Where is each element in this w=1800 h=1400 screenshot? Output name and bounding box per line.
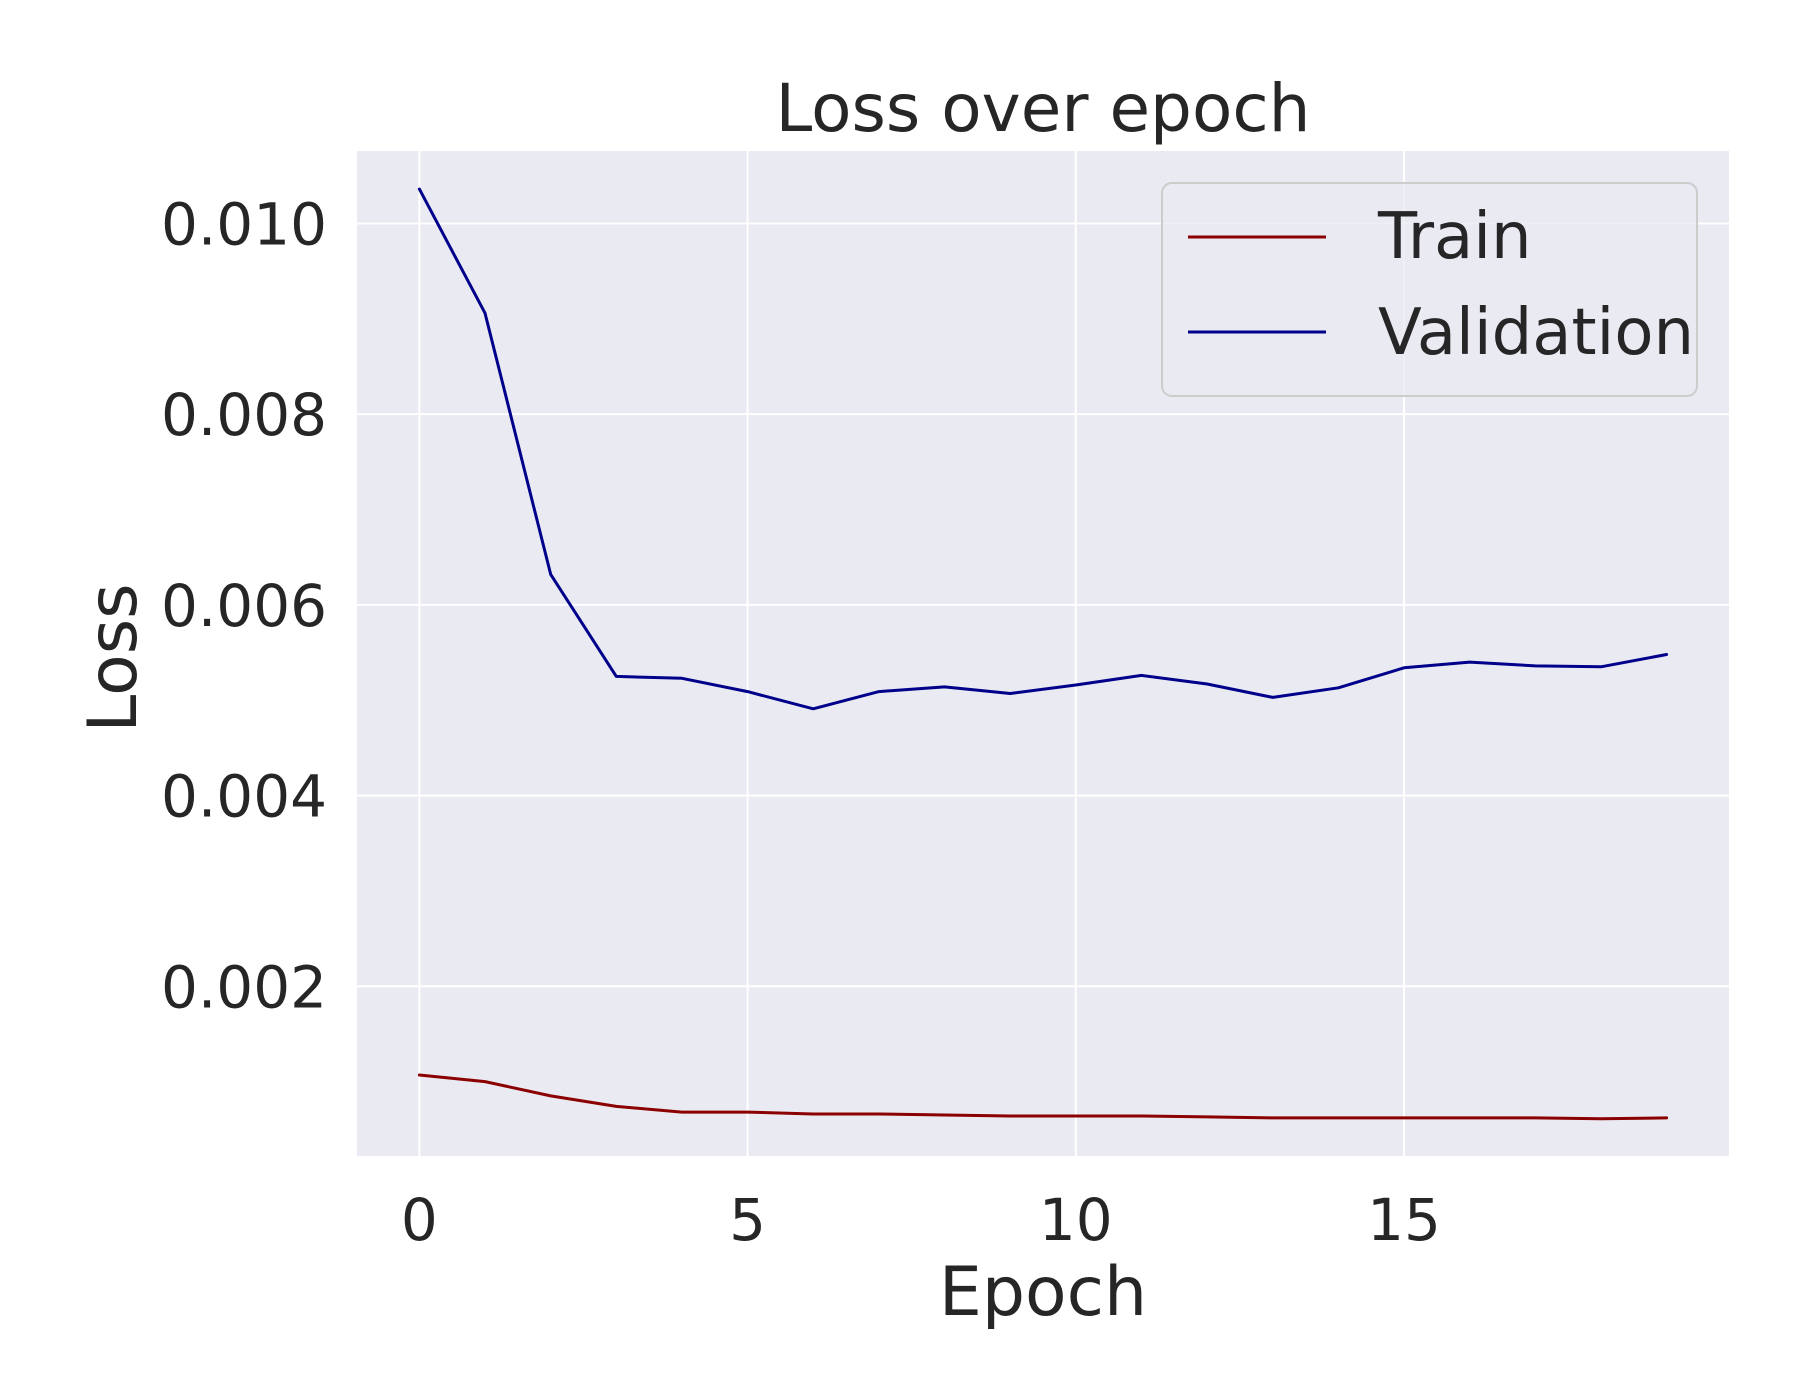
legend-train-label: Train <box>1377 200 1532 274</box>
series-line-train <box>417 1073 1669 1121</box>
y-tick-label: 0.010 <box>161 190 327 258</box>
x-tick-label: 0 <box>401 1186 438 1254</box>
y-tick-label: 0.008 <box>161 381 327 449</box>
series-line-validation <box>417 187 1669 711</box>
y-axis-label: Loss <box>74 583 153 732</box>
tick-labels: 0 5 10 15 0.002 0.004 0.006 0.008 0.010 <box>161 190 1441 1254</box>
series-lines <box>417 187 1669 1121</box>
y-tick-label: 0.002 <box>161 953 327 1021</box>
y-tick-label: 0.004 <box>161 763 327 831</box>
y-tick-label: 0.006 <box>161 572 327 640</box>
legend-validation-label: Validation <box>1378 296 1694 370</box>
x-tick-label: 5 <box>729 1186 766 1254</box>
legend: Train Validation <box>1161 182 1698 397</box>
x-tick-label: 15 <box>1367 1186 1441 1254</box>
x-axis-label: Epoch <box>939 1253 1147 1332</box>
x-tick-label: 10 <box>1039 1186 1113 1254</box>
chart-title: Loss over epoch <box>776 70 1311 147</box>
